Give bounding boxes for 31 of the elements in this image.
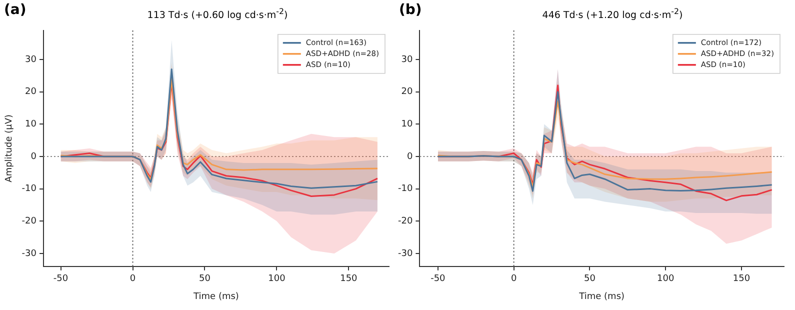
y-tick-label: -20 bbox=[22, 216, 37, 226]
y-tick-label: 10 bbox=[25, 119, 37, 130]
y-tick-label: 20 bbox=[25, 87, 37, 98]
chart-title: 446 Td·s (+1.20 log cd·s·m$^{-2}$) bbox=[542, 7, 683, 22]
x-tick-label: 0 bbox=[510, 274, 517, 284]
x-tick-label: 150 bbox=[340, 274, 358, 284]
x-axis-title: Time (ms) bbox=[192, 292, 239, 302]
x-tick-label: 50 bbox=[584, 274, 596, 284]
y-tick-label: 20 bbox=[401, 87, 413, 98]
x-tick-label: -50 bbox=[430, 274, 446, 284]
y-tick-label: -30 bbox=[22, 248, 37, 259]
x-tick-label: -50 bbox=[53, 274, 68, 284]
x-tick-label: 0 bbox=[130, 274, 136, 284]
x-axis-title: Time (ms) bbox=[578, 292, 625, 302]
y-tick-label: -10 bbox=[22, 184, 37, 194]
y-tick-label: 30 bbox=[401, 54, 413, 65]
x-tick-label: 50 bbox=[199, 274, 211, 284]
y-tick-label: -10 bbox=[398, 184, 413, 194]
y-tick-label: 0 bbox=[406, 152, 413, 162]
y-tick-label: -30 bbox=[398, 248, 413, 259]
x-tick-label: 100 bbox=[268, 274, 286, 284]
chart-title: 113 Td·s (+0.60 log cd·s·m$^{-2}$) bbox=[147, 7, 288, 22]
y-tick-label: 0 bbox=[30, 152, 37, 162]
y-tick-label: 10 bbox=[401, 119, 413, 130]
y-axis-title: Amplitude (μV) bbox=[4, 114, 15, 182]
x-tick-label: 150 bbox=[732, 274, 750, 284]
y-tick-label: -20 bbox=[398, 216, 413, 226]
text: (b) bbox=[399, 2, 422, 18]
y-tick-label: 30 bbox=[25, 54, 37, 65]
x-tick-label: 100 bbox=[657, 274, 674, 284]
text: (a) bbox=[4, 2, 26, 18]
